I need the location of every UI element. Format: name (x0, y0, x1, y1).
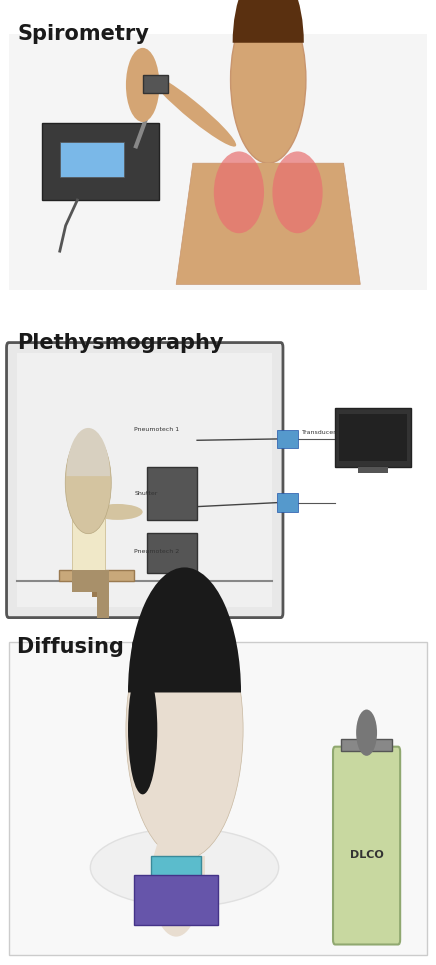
Bar (60, 143, 124, 177)
Bar (341, 739, 392, 752)
Ellipse shape (272, 152, 323, 234)
Bar (335, 408, 411, 467)
FancyBboxPatch shape (333, 747, 400, 945)
Ellipse shape (92, 504, 143, 520)
Bar (72, 570, 109, 592)
Text: Pneumotech 1: Pneumotech 1 (134, 427, 179, 432)
Ellipse shape (90, 828, 279, 907)
Bar (97, 592, 109, 619)
Text: Shutter: Shutter (134, 491, 158, 496)
Circle shape (126, 48, 160, 122)
Bar (358, 467, 388, 473)
Bar (164, 856, 205, 875)
Circle shape (65, 431, 111, 534)
Bar (72, 496, 105, 570)
Bar (339, 414, 407, 461)
Bar (258, 163, 279, 176)
Ellipse shape (214, 152, 264, 234)
FancyBboxPatch shape (7, 343, 283, 618)
Bar (147, 533, 197, 573)
Bar (92, 581, 105, 596)
Bar (143, 74, 168, 93)
Circle shape (151, 825, 201, 937)
Circle shape (356, 709, 377, 756)
Bar (42, 124, 160, 200)
Text: DLCO: DLCO (350, 850, 384, 860)
Ellipse shape (128, 665, 157, 794)
Bar (147, 467, 197, 520)
Text: Plethysmography: Plethysmography (17, 333, 224, 353)
Text: Pneumotech 2: Pneumotech 2 (134, 549, 180, 554)
Text: Transducer: Transducer (302, 430, 337, 435)
Text: Diffusing Capacity: Diffusing Capacity (17, 637, 233, 657)
Text: Spirometry: Spirometry (17, 24, 149, 44)
Ellipse shape (150, 74, 236, 147)
Bar (17, 353, 272, 608)
Wedge shape (128, 567, 241, 693)
Circle shape (231, 0, 306, 163)
Bar (9, 34, 427, 290)
Wedge shape (233, 0, 304, 42)
Circle shape (126, 600, 243, 859)
Bar (59, 570, 134, 581)
Wedge shape (66, 427, 110, 476)
Bar (9, 642, 427, 955)
Bar (276, 429, 297, 449)
Bar (134, 874, 218, 924)
Bar (276, 493, 297, 511)
Polygon shape (176, 163, 360, 285)
Bar (151, 856, 201, 888)
